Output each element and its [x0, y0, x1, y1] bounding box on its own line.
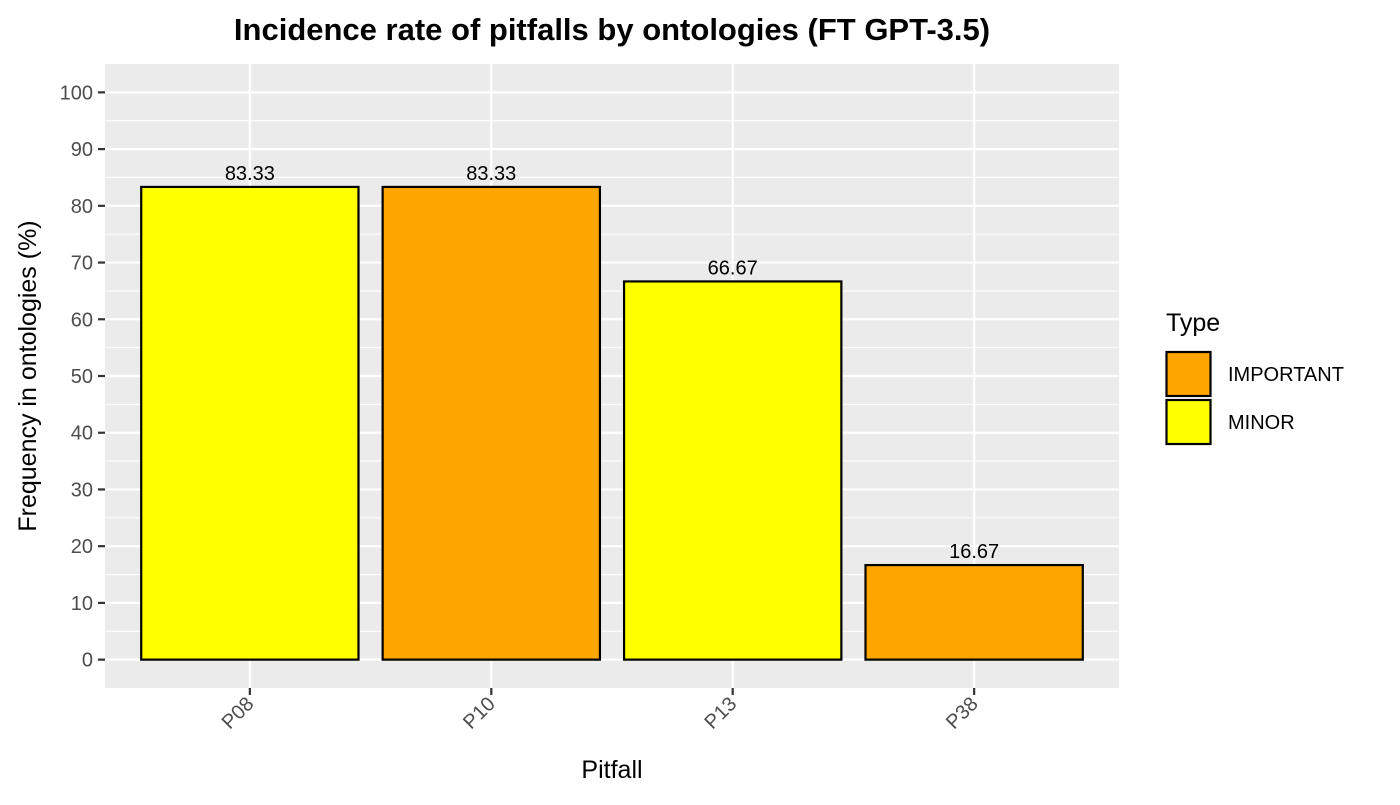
y-tick-label: 10	[71, 593, 93, 615]
y-tick-label: 50	[71, 366, 93, 388]
legend-label-important: IMPORTANT	[1228, 364, 1344, 386]
y-tick-label: 20	[71, 536, 93, 558]
y-tick-label: 40	[71, 423, 93, 445]
bar-p10	[381, 185, 602, 661]
x-axis-title: Pitfall	[581, 756, 642, 784]
x-axis: P08 P10 P13 P38	[218, 688, 983, 734]
y-axis: 0 10 20 30 40 50 60 70 80 90 100	[60, 82, 105, 672]
bar-p13	[622, 280, 843, 661]
legend: Type IMPORTANT MINOR	[1165, 309, 1344, 446]
y-axis-title: Frequency in ontologies (%)	[14, 220, 42, 531]
data-label-p38: 16.67	[949, 541, 999, 563]
legend-title: Type	[1166, 309, 1220, 337]
data-label-p10: 83.33	[466, 163, 516, 185]
y-tick-label: 80	[71, 196, 93, 218]
x-tick-label-p13: P13	[701, 693, 742, 734]
x-tick-label-p10: P10	[459, 693, 500, 734]
data-label-p13: 66.67	[708, 257, 758, 279]
bars	[140, 185, 1084, 661]
legend-label-minor: MINOR	[1228, 412, 1295, 434]
y-tick-label: 100	[60, 82, 93, 104]
bar-p08	[140, 185, 360, 661]
y-tick-label: 0	[82, 650, 93, 672]
x-tick-label-p08: P08	[218, 693, 259, 734]
legend-key-important	[1165, 350, 1212, 398]
chart-title: Incidence rate of pitfalls by ontologies…	[234, 12, 990, 47]
value-labels: 83.33 83.33 66.67 16.67	[225, 163, 999, 563]
data-label-p08: 83.33	[225, 163, 275, 185]
y-tick-label: 70	[71, 253, 93, 275]
y-tick-label: 30	[71, 479, 93, 501]
legend-entries: IMPORTANT MINOR	[1165, 350, 1344, 446]
y-tick-label: 60	[71, 309, 93, 331]
y-tick-label: 90	[71, 139, 93, 161]
legend-key-minor	[1165, 398, 1212, 446]
x-tick-label-p38: P38	[942, 693, 983, 734]
bar-p38	[864, 563, 1084, 661]
